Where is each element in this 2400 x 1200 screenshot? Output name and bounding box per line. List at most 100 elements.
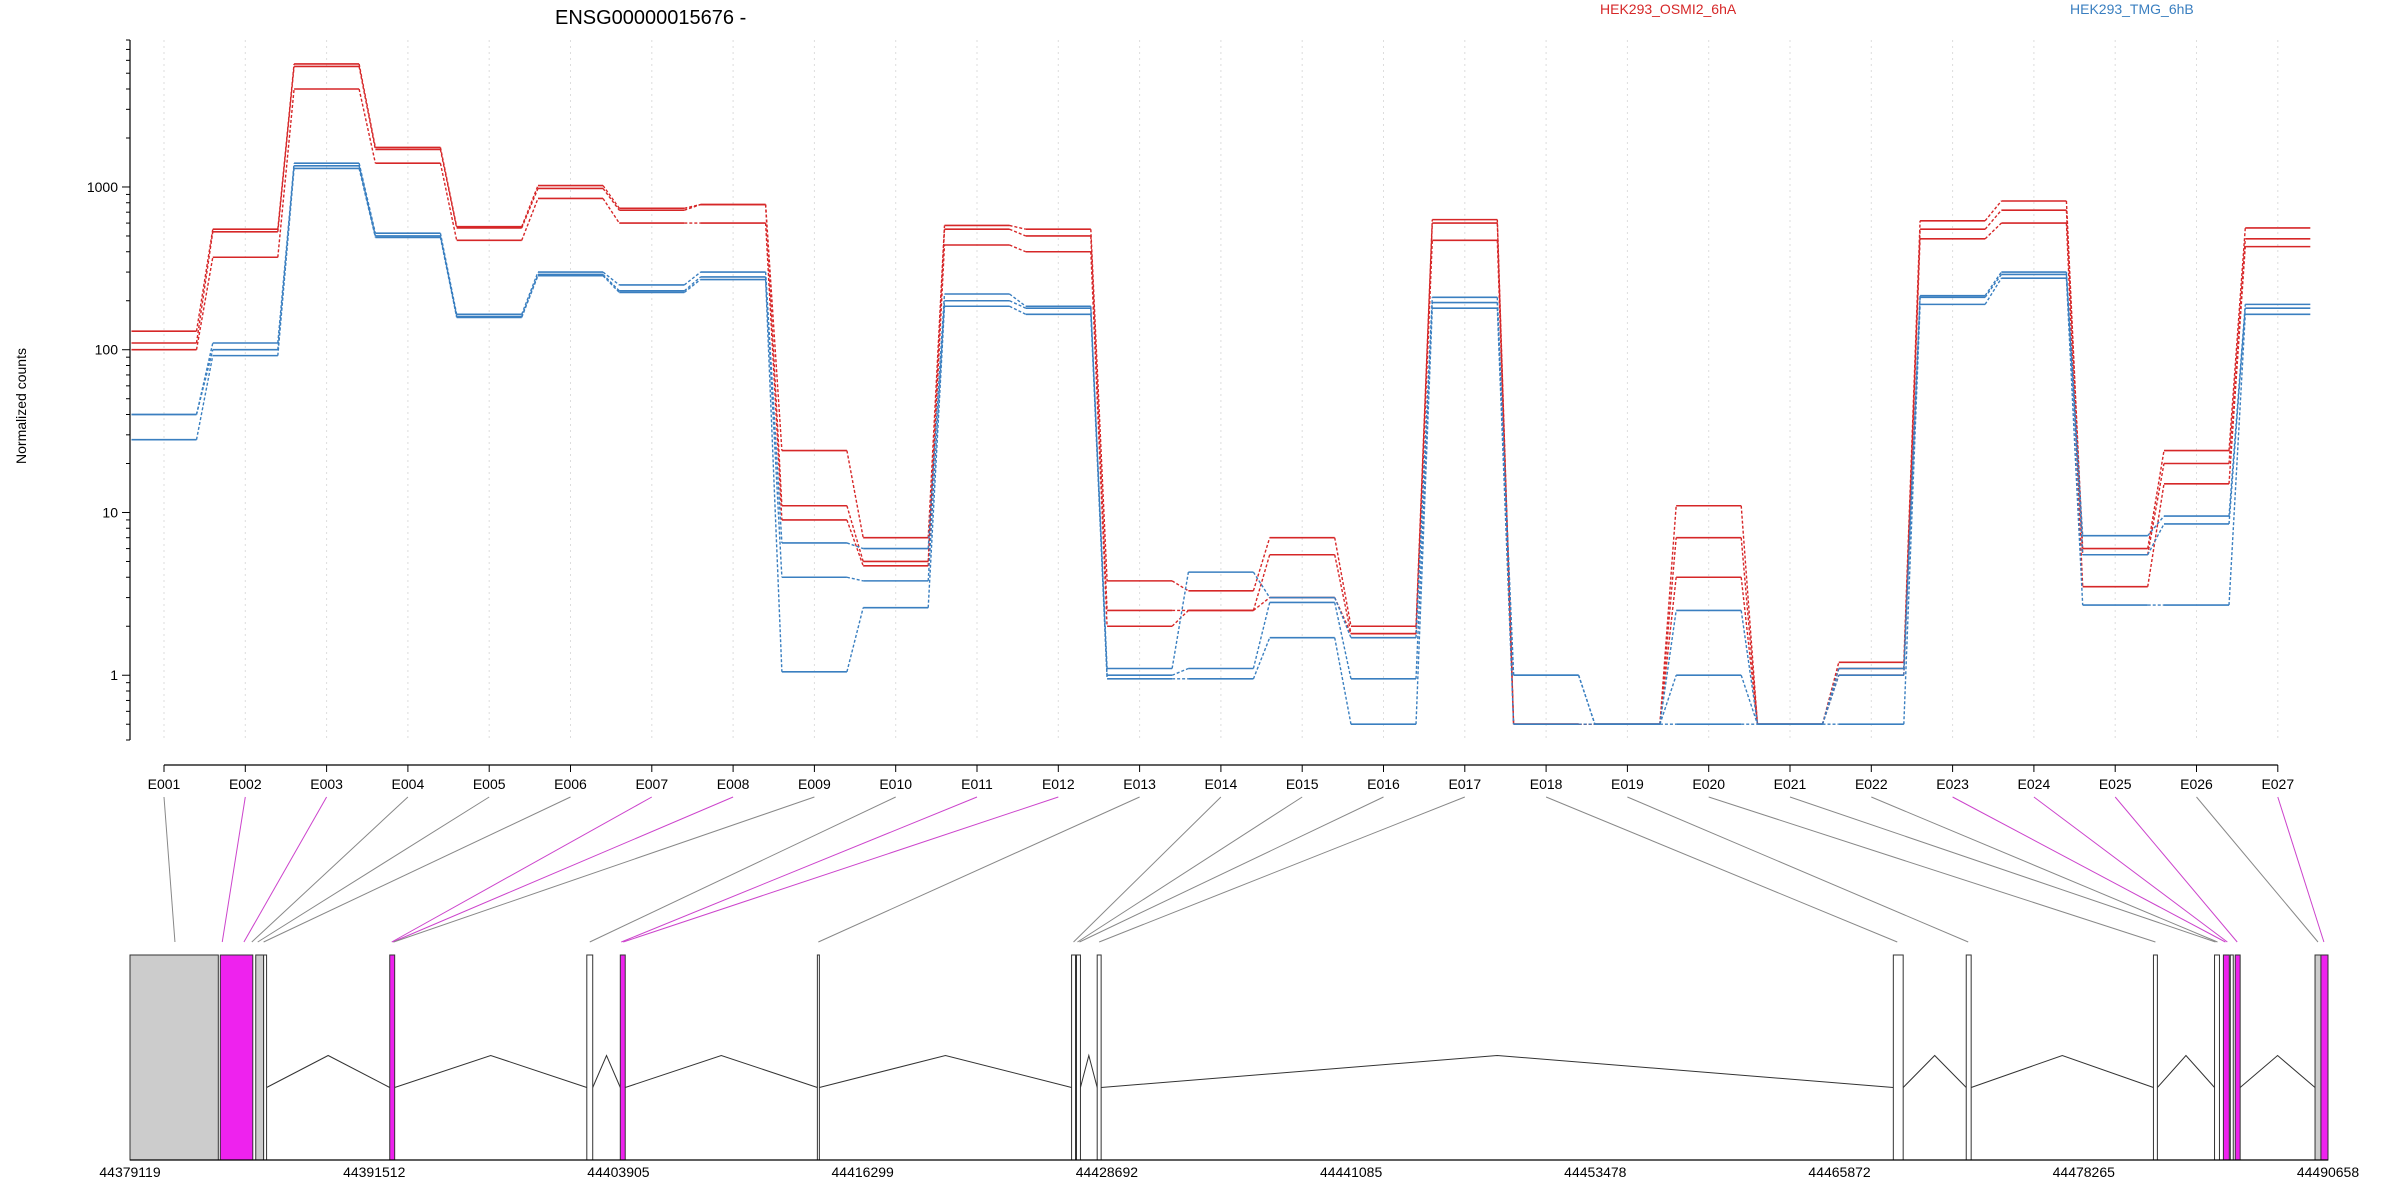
exon-connector [251,796,409,943]
exon-box [263,954,268,1161]
series-connector [2147,523,2165,556]
series-connector [1903,297,1921,676]
exon-connector [243,796,328,943]
series-connector [1009,300,1027,309]
x-tick-label: E005 [473,776,506,792]
series-connector [521,271,539,315]
series-connector [683,276,702,292]
series-connector [521,185,539,227]
series-connector [1090,229,1108,581]
exon-box [1096,954,1102,1161]
series-connector [1334,537,1352,627]
exon-connector [2277,796,2325,943]
genomic-tick-label: 44379119 [99,1164,160,1180]
series-connector [1659,610,1677,725]
exon-box [1071,954,1077,1161]
exon-box [2314,954,2322,1161]
exon-box [2229,954,2234,1161]
series-connector [1252,637,1271,680]
exon-connector [1077,796,1303,943]
series-connector [602,198,620,224]
series-connector [2228,227,2246,451]
series-connector [277,88,295,258]
genomic-tick-label: 44465872 [1808,1164,1871,1180]
genomic-tick-label: 44416299 [832,1164,895,1180]
series-connector [439,237,458,318]
series-connector [2147,450,2165,549]
series-connector [2228,308,2246,525]
x-tick-label: E007 [635,776,668,792]
series-connector [846,607,864,672]
series-connector [1252,597,1271,612]
x-tick-label: E011 [961,776,993,792]
exon-box [219,954,254,1161]
exon-box [1892,954,1904,1161]
exon-connector [393,796,815,943]
series-connector [439,233,458,315]
series-connector [1009,224,1026,230]
series-connector [927,244,946,566]
intron-line [819,1054,1072,1088]
exon-box [2320,954,2329,1161]
x-tick-label: E014 [1205,776,1238,792]
series-connector [1740,505,1759,725]
series-connector [2147,463,2165,555]
series-connector [602,187,620,211]
intron-line [1902,1054,1967,1088]
intron-line [1079,1053,1098,1088]
series-connector [1821,675,1840,725]
x-tick-label: E010 [879,776,912,792]
x-tick-label: E003 [310,776,343,792]
axes: 1 10 100 1000 E001 E002 E003 E004 E005 E006 E007 E0… [87,39,2294,792]
series-connector [927,300,946,581]
series-connector [602,273,620,292]
series-connector [1984,209,2002,230]
series-connector [1334,637,1352,725]
exon-connector [1871,796,2218,943]
series-connector [2065,278,2084,606]
y-tick-label: 10 [102,504,118,520]
series-connector [1171,667,1189,676]
x-tick-label: E015 [1286,776,1319,792]
series-connector [846,505,864,562]
legend-entry-osmi2: HEK293_OSMI2_6hA [1600,1,1737,17]
exon-box [2234,954,2241,1161]
intron-line [625,1054,818,1088]
x-tick-label: E019 [1611,776,1644,792]
series-connector [358,66,377,150]
exon-box [2222,954,2230,1161]
series-connector [846,450,864,538]
series-connector [764,279,783,672]
series-connector [602,185,620,209]
series-connector [358,165,377,237]
series-connector [1577,675,1596,725]
exon-connector [257,796,490,943]
series-connector [1171,572,1190,669]
series-connector [521,275,539,318]
exon-box [2214,954,2220,1161]
x-tick-label: E013 [1123,776,1156,792]
series-connector [1821,668,1840,725]
x-tick-label: E012 [1042,776,1075,792]
genomic-tick-label: 44428692 [1076,1164,1139,1180]
chart-title: ENSG00000015676 - [555,7,746,29]
series-connector [2065,274,2084,555]
series-connector [1740,537,1759,725]
grid-lines [163,40,2279,740]
exon-connector [221,796,246,943]
x-tick-label: E020 [1692,776,1725,792]
series-connector [1415,297,1433,638]
series-connector [1659,577,1677,725]
intron-line [394,1054,587,1088]
exon-connector [2114,796,2238,943]
series-connector [1252,571,1271,598]
series-connector [1740,675,1759,725]
series-connector [846,519,864,567]
series-connector [195,355,214,440]
x-tick-label: E004 [392,776,425,792]
series-connector [439,149,458,229]
series-connector [2228,304,2246,517]
intron-line [2157,1054,2215,1088]
genomic-tick-label: 44403905 [587,1164,650,1180]
series-connector [1903,229,1921,669]
